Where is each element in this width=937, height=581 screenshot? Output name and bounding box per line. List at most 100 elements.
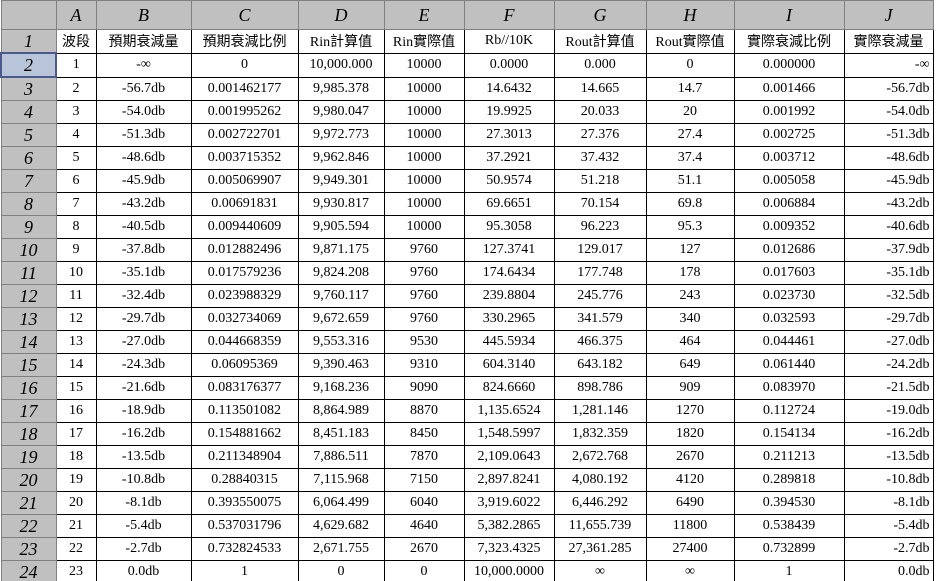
cell[interactable]: 10000 (383, 76, 465, 101)
cell[interactable]: 445.5934 (463, 330, 555, 354)
cell[interactable]: -32.5db (843, 284, 934, 308)
cell[interactable]: 9,930.817 (297, 192, 385, 216)
column-header[interactable]: E (383, 0, 465, 30)
cell[interactable]: -43.2db (843, 192, 934, 216)
cell[interactable]: 2670 (645, 445, 735, 469)
cell[interactable]: 20 (55, 491, 97, 515)
cell[interactable]: -35.1db (95, 261, 192, 285)
cell[interactable]: 0.154881662 (190, 422, 299, 446)
row-header[interactable]: 9 (0, 215, 57, 239)
cell[interactable]: 5,382.2865 (463, 514, 555, 538)
cell[interactable]: 9,949.301 (297, 169, 385, 193)
cell[interactable]: 0.006884 (733, 192, 845, 216)
row-header[interactable]: 17 (0, 399, 57, 423)
cell[interactable]: 9310 (383, 353, 465, 377)
cell[interactable]: 27400 (645, 537, 735, 561)
cell[interactable]: 6,446.292 (553, 491, 647, 515)
column-header[interactable]: D (297, 0, 385, 30)
cell[interactable]: 0.009440609 (190, 215, 299, 239)
cell[interactable]: 0.000000 (733, 52, 845, 78)
cell[interactable]: 10000 (383, 169, 465, 193)
cell[interactable]: 9,980.047 (297, 100, 385, 124)
cell[interactable]: 239.8804 (463, 284, 555, 308)
cell[interactable]: 實際衰減比例 (733, 29, 845, 54)
cell[interactable]: 6,064.499 (297, 491, 385, 515)
cell[interactable]: 10000 (383, 215, 465, 239)
cell[interactable]: 13 (55, 330, 97, 354)
row-header[interactable]: 22 (0, 514, 57, 538)
cell[interactable]: 909 (645, 376, 735, 400)
cell[interactable]: 9,168.236 (297, 376, 385, 400)
cell[interactable]: 9,972.773 (297, 123, 385, 147)
cell[interactable]: 0.003715352 (190, 146, 299, 170)
corner-cell[interactable] (0, 0, 57, 30)
cell[interactable]: 129.017 (553, 238, 647, 262)
cell[interactable]: -35.1db (843, 261, 934, 285)
cell[interactable]: 0.289818 (733, 468, 845, 492)
column-header[interactable]: J (843, 0, 934, 30)
cell[interactable]: 0.211348904 (190, 445, 299, 469)
row-header[interactable]: 24 (0, 560, 57, 581)
row-header[interactable]: 15 (0, 353, 57, 377)
cell[interactable]: -43.2db (95, 192, 192, 216)
cell[interactable]: -37.8db (95, 238, 192, 262)
cell[interactable]: 22 (55, 537, 97, 561)
column-header[interactable]: I (733, 0, 845, 30)
cell[interactable]: 0 (190, 52, 299, 78)
cell[interactable]: -54.0db (95, 100, 192, 124)
cell[interactable]: ∞ (553, 560, 647, 581)
cell[interactable]: 95.3058 (463, 215, 555, 239)
cell[interactable]: 9,672.659 (297, 307, 385, 331)
cell[interactable]: 6490 (645, 491, 735, 515)
cell[interactable]: 0.005058 (733, 169, 845, 193)
cell[interactable]: 0.003712 (733, 146, 845, 170)
cell[interactable]: 9760 (383, 238, 465, 262)
cell[interactable]: 8870 (383, 399, 465, 423)
row-header[interactable]: 10 (0, 238, 57, 262)
cell[interactable]: 3,919.6022 (463, 491, 555, 515)
cell[interactable]: 9,905.594 (297, 215, 385, 239)
cell[interactable]: 9,985.378 (297, 76, 385, 101)
cell[interactable]: -45.9db (95, 169, 192, 193)
cell[interactable]: 0.001992 (733, 100, 845, 124)
cell[interactable]: 21 (55, 514, 97, 538)
cell[interactable]: 10 (55, 261, 97, 285)
cell[interactable]: 9,871.175 (297, 238, 385, 262)
cell[interactable]: 898.786 (553, 376, 647, 400)
cell[interactable]: -13.5db (95, 445, 192, 469)
column-header[interactable]: A (55, 0, 97, 30)
column-header[interactable]: G (553, 0, 647, 30)
cell[interactable]: 16 (55, 399, 97, 423)
cell[interactable]: 9090 (383, 376, 465, 400)
row-header[interactable]: 8 (0, 192, 57, 216)
cell[interactable]: 7,115.968 (297, 468, 385, 492)
cell[interactable]: -48.6db (95, 146, 192, 170)
cell[interactable]: 466.375 (553, 330, 647, 354)
cell[interactable]: -27.0db (95, 330, 192, 354)
cell[interactable]: 174.6434 (463, 261, 555, 285)
cell[interactable]: 9,390.463 (297, 353, 385, 377)
cell[interactable]: 70.154 (553, 192, 647, 216)
cell[interactable]: 340 (645, 307, 735, 331)
cell[interactable]: 96.223 (553, 215, 647, 239)
cell[interactable]: 0.154134 (733, 422, 845, 446)
cell[interactable]: 0.009352 (733, 215, 845, 239)
cell[interactable]: -18.9db (95, 399, 192, 423)
cell[interactable]: 20 (645, 100, 735, 124)
cell[interactable]: 19 (55, 468, 97, 492)
cell[interactable]: -10.8db (95, 468, 192, 492)
cell[interactable]: -32.4db (95, 284, 192, 308)
cell[interactable]: 23 (55, 560, 97, 581)
cell[interactable]: 0.012882496 (190, 238, 299, 262)
row-header[interactable]: 16 (0, 376, 57, 400)
cell[interactable]: 0.032593 (733, 307, 845, 331)
row-header[interactable]: 14 (0, 330, 57, 354)
cell[interactable]: 0.005069907 (190, 169, 299, 193)
cell[interactable]: 0.002722701 (190, 123, 299, 147)
cell[interactable]: 20.033 (553, 100, 647, 124)
cell[interactable]: 波段 (55, 29, 97, 54)
cell[interactable]: 0.732824533 (190, 537, 299, 561)
cell[interactable]: -56.7db (843, 76, 934, 101)
cell[interactable]: 0.023988329 (190, 284, 299, 308)
cell[interactable]: 341.579 (553, 307, 647, 331)
